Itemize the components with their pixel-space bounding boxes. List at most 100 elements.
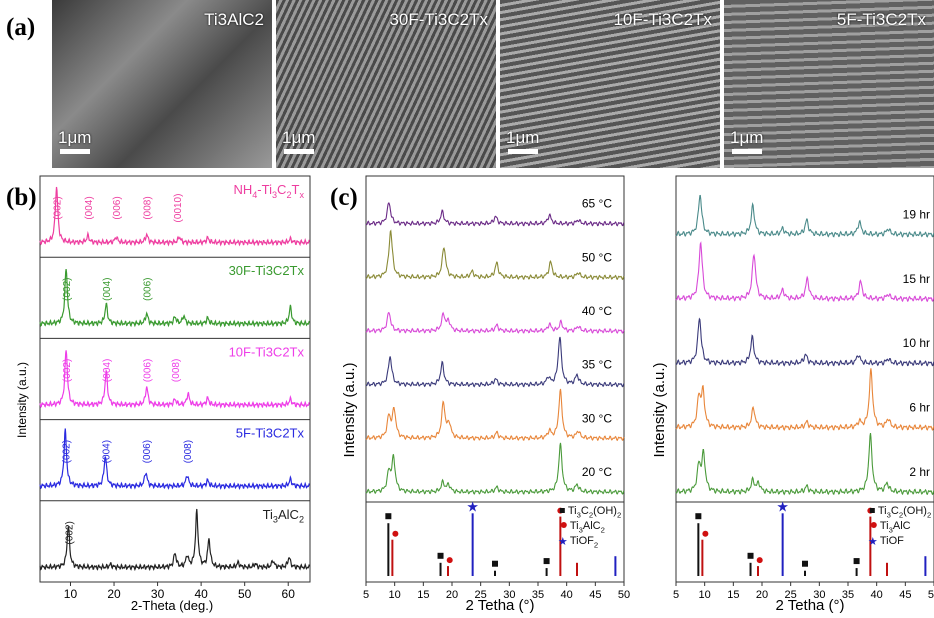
legend-entry: Ti3C2(OH)2 bbox=[878, 505, 931, 519]
scale-bar bbox=[508, 149, 538, 154]
plot-frame bbox=[675, 175, 934, 583]
x-tick-label: 45 bbox=[589, 589, 601, 601]
sem-image-3: 10F-Ti3C2Tx 1μm bbox=[500, 0, 720, 168]
legend-square-marker bbox=[559, 508, 565, 513]
x-tick-label: 25 bbox=[475, 589, 487, 601]
y-axis-label: Intensity (a.u.) bbox=[15, 362, 29, 438]
circle-marker bbox=[756, 557, 763, 564]
series-line bbox=[365, 311, 625, 334]
sem-image-2: 30F-Ti3C2Tx 1μm bbox=[276, 0, 496, 168]
x-axis-label: 2 Tetha (°) bbox=[465, 597, 534, 614]
series-label: NH4-Ti3C2Tx bbox=[233, 182, 304, 200]
x-tick-label: 20 bbox=[446, 589, 458, 601]
series-line bbox=[365, 388, 625, 442]
series-label: 40 °C bbox=[582, 304, 612, 318]
square-marker bbox=[543, 558, 550, 565]
x-axis-label: 2 Tetha (°) bbox=[775, 597, 844, 614]
series-label: 65 °C bbox=[582, 197, 612, 211]
peak-label: (002) bbox=[61, 440, 72, 463]
sem-title: 5F-Ti3C2Tx bbox=[836, 10, 926, 29]
series-line bbox=[39, 269, 310, 328]
peak-label: (008) bbox=[171, 359, 182, 382]
series-label: 35 °C bbox=[582, 358, 612, 372]
series-label: 6 hr bbox=[909, 401, 930, 415]
panel-label-a: (a) bbox=[6, 14, 36, 41]
panel-label-b: (b) bbox=[6, 184, 37, 211]
square-marker bbox=[492, 560, 498, 567]
peak-label: (008) bbox=[183, 440, 194, 463]
circle-marker bbox=[392, 530, 399, 537]
legend-entry: Ti3AlC bbox=[880, 520, 911, 534]
series-line bbox=[365, 442, 625, 495]
x-tick-label: 40 bbox=[194, 587, 208, 601]
x-tick-label: 10 bbox=[699, 589, 711, 601]
scale-bar-label: 1μm bbox=[730, 128, 764, 147]
series-line bbox=[39, 186, 310, 247]
square-marker bbox=[437, 552, 444, 559]
scale-bar-label: 1μm bbox=[282, 128, 316, 147]
series-label: 10F-Ti3C2Tx bbox=[229, 344, 305, 359]
star-marker: ★ bbox=[466, 498, 479, 514]
series-label: 30 °C bbox=[582, 411, 612, 425]
x-tick-label: 5 bbox=[363, 589, 369, 601]
sem-title: 10F-Ti3C2Tx bbox=[613, 10, 712, 29]
x-tick-label: 45 bbox=[899, 589, 911, 601]
chart-c-left: 65 °C 50 °C 40 °C 35 °C 30 °C 20 °C ★ Ti3C2(OH)… bbox=[341, 175, 630, 614]
series-line bbox=[675, 241, 934, 303]
x-tick-label: 30 bbox=[503, 589, 515, 601]
sem-title: Ti3AlC2 bbox=[204, 10, 264, 29]
series-label: 15 hr bbox=[903, 272, 930, 286]
peak-label: (004) bbox=[102, 359, 113, 382]
y-axis-label: Intensity (a.u.) bbox=[341, 362, 358, 457]
x-tick-label: 5 bbox=[673, 589, 679, 601]
peak-label: (006) bbox=[142, 440, 153, 463]
series-label: 2 hr bbox=[909, 465, 930, 479]
peak-label: (006) bbox=[143, 278, 154, 301]
x-tick-label: 15 bbox=[417, 589, 429, 601]
series-line bbox=[39, 428, 310, 490]
x-tick-label: 30 bbox=[151, 587, 165, 601]
peak-label: (008) bbox=[143, 196, 154, 219]
series-label: 20 °C bbox=[582, 465, 612, 479]
circle-marker bbox=[446, 557, 453, 564]
peak-label: (004) bbox=[84, 196, 95, 219]
x-axis-label: 2-Theta (deg.) bbox=[131, 598, 213, 613]
series-line bbox=[675, 368, 934, 431]
series-line bbox=[675, 317, 934, 367]
legend-star-marker: ★ bbox=[558, 536, 568, 548]
legend-circle-marker bbox=[870, 522, 877, 528]
legend-entry: TiOF2 bbox=[570, 535, 598, 549]
sem-image-1: Ti3AlC2 1μm bbox=[52, 0, 272, 168]
x-tick-label: 35 bbox=[842, 589, 854, 601]
peak-label: (006) bbox=[112, 196, 123, 219]
peak-label: (0010) bbox=[173, 194, 184, 223]
legend-entry: Ti3C2(OH)2 bbox=[568, 505, 621, 519]
series-line bbox=[675, 194, 934, 238]
x-tick-label: 10 bbox=[389, 589, 401, 601]
square-marker bbox=[385, 513, 392, 520]
legend-square-marker bbox=[869, 508, 875, 513]
x-tick-label: 25 bbox=[785, 589, 797, 601]
peak-label: (004) bbox=[102, 278, 113, 301]
square-marker bbox=[853, 558, 860, 565]
scale-bar bbox=[732, 149, 762, 154]
series-label: 30F-Ti3C2Tx bbox=[229, 263, 305, 278]
legend-star-marker: ★ bbox=[868, 536, 878, 548]
series-line bbox=[39, 350, 310, 409]
series-label: Ti3AlC2 bbox=[263, 507, 304, 525]
series-line bbox=[365, 202, 625, 227]
peak-label: (002) bbox=[64, 521, 75, 544]
x-tick-label: 20 bbox=[756, 589, 768, 601]
x-tick-label: 50 bbox=[928, 589, 934, 601]
peak-label: (006) bbox=[143, 359, 154, 382]
legend-circle-marker bbox=[560, 522, 567, 528]
x-tick-label: 40 bbox=[871, 589, 883, 601]
series-label: 5F-Ti3C2Tx bbox=[236, 426, 305, 441]
plot-frame bbox=[39, 175, 311, 583]
series-line bbox=[39, 508, 310, 572]
plot-frame bbox=[365, 175, 625, 583]
y-axis-label: Intensity (a.u.) bbox=[651, 362, 668, 457]
square-marker bbox=[695, 513, 702, 520]
x-tick-label: 35 bbox=[532, 589, 544, 601]
peak-label: (002) bbox=[62, 359, 73, 382]
